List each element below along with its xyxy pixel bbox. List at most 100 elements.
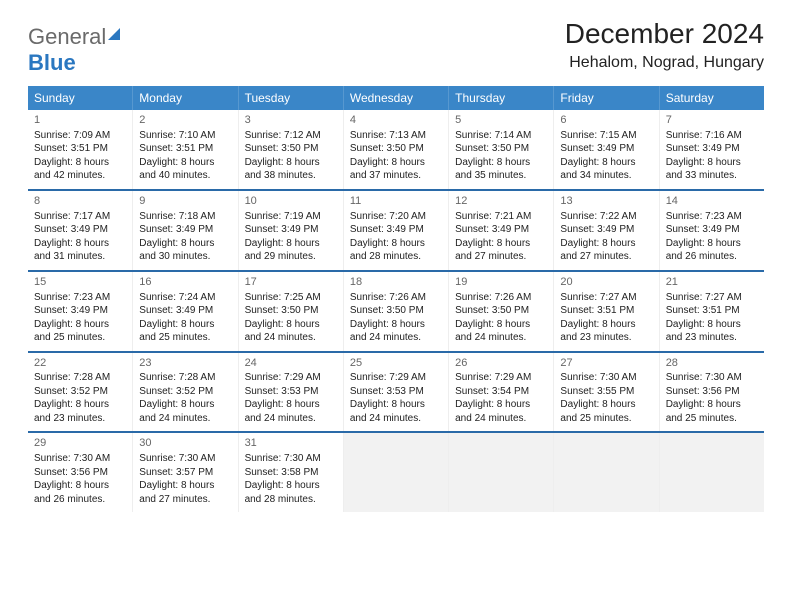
day-number: 26 [455,356,547,371]
sunrise-text: Sunrise: 7:27 AM [666,291,758,305]
daylight-line-2: and 24 minutes. [245,412,337,426]
daylight-line-2: and 28 minutes. [245,493,337,507]
sunset-text: Sunset: 3:50 PM [245,142,337,156]
daylight-line-1: Daylight: 8 hours [666,398,758,412]
sunset-text: Sunset: 3:51 PM [139,142,231,156]
day-cell: 22Sunrise: 7:28 AMSunset: 3:52 PMDayligh… [28,353,133,432]
sunrise-text: Sunrise: 7:24 AM [139,291,231,305]
day-number: 20 [560,275,652,290]
daylight-line-1: Daylight: 8 hours [560,237,652,251]
daylight-line-2: and 23 minutes. [34,412,126,426]
daylight-line-1: Daylight: 8 hours [245,318,337,332]
weeks-container: 1Sunrise: 7:09 AMSunset: 3:51 PMDaylight… [28,110,764,512]
daylight-line-1: Daylight: 8 hours [455,318,547,332]
day-cell: 2Sunrise: 7:10 AMSunset: 3:51 PMDaylight… [133,110,238,189]
sunrise-text: Sunrise: 7:30 AM [666,371,758,385]
sunset-text: Sunset: 3:49 PM [245,223,337,237]
sunrise-text: Sunrise: 7:19 AM [245,210,337,224]
day-cell: 31Sunrise: 7:30 AMSunset: 3:58 PMDayligh… [239,433,344,512]
day-cell: 1Sunrise: 7:09 AMSunset: 3:51 PMDaylight… [28,110,133,189]
daylight-line-2: and 42 minutes. [34,169,126,183]
day-cell: 28Sunrise: 7:30 AMSunset: 3:56 PMDayligh… [660,353,764,432]
day-cell: 30Sunrise: 7:30 AMSunset: 3:57 PMDayligh… [133,433,238,512]
daylight-line-1: Daylight: 8 hours [139,318,231,332]
sunset-text: Sunset: 3:49 PM [34,223,126,237]
brand-word-2: Blue [28,50,76,75]
dayname-cell: Monday [133,86,238,110]
daylight-line-1: Daylight: 8 hours [455,156,547,170]
sunset-text: Sunset: 3:49 PM [560,142,652,156]
daylight-line-1: Daylight: 8 hours [34,318,126,332]
sunrise-text: Sunrise: 7:20 AM [350,210,442,224]
day-cell: 10Sunrise: 7:19 AMSunset: 3:49 PMDayligh… [239,191,344,270]
daylight-line-2: and 24 minutes. [139,412,231,426]
day-cell-empty [554,433,659,512]
daylight-line-1: Daylight: 8 hours [560,318,652,332]
daylight-line-1: Daylight: 8 hours [245,479,337,493]
sunrise-text: Sunrise: 7:17 AM [34,210,126,224]
sunset-text: Sunset: 3:58 PM [245,466,337,480]
sunrise-text: Sunrise: 7:14 AM [455,129,547,143]
day-cell: 4Sunrise: 7:13 AMSunset: 3:50 PMDaylight… [344,110,449,189]
day-cell: 19Sunrise: 7:26 AMSunset: 3:50 PMDayligh… [449,272,554,351]
week-row: 8Sunrise: 7:17 AMSunset: 3:49 PMDaylight… [28,191,764,272]
day-cell: 15Sunrise: 7:23 AMSunset: 3:49 PMDayligh… [28,272,133,351]
sunrise-text: Sunrise: 7:23 AM [666,210,758,224]
daylight-line-2: and 38 minutes. [245,169,337,183]
day-cell: 14Sunrise: 7:23 AMSunset: 3:49 PMDayligh… [660,191,764,270]
day-cell: 7Sunrise: 7:16 AMSunset: 3:49 PMDaylight… [660,110,764,189]
sunset-text: Sunset: 3:50 PM [245,304,337,318]
sunrise-text: Sunrise: 7:30 AM [560,371,652,385]
day-cell: 13Sunrise: 7:22 AMSunset: 3:49 PMDayligh… [554,191,659,270]
daylight-line-2: and 24 minutes. [350,331,442,345]
day-cell: 5Sunrise: 7:14 AMSunset: 3:50 PMDaylight… [449,110,554,189]
day-number: 2 [139,113,231,128]
day-number: 16 [139,275,231,290]
sunset-text: Sunset: 3:51 PM [560,304,652,318]
sunrise-text: Sunrise: 7:13 AM [350,129,442,143]
daylight-line-2: and 37 minutes. [350,169,442,183]
sunrise-text: Sunrise: 7:12 AM [245,129,337,143]
daylight-line-1: Daylight: 8 hours [139,398,231,412]
day-cell-empty [449,433,554,512]
daylight-line-1: Daylight: 8 hours [666,156,758,170]
sunset-text: Sunset: 3:52 PM [139,385,231,399]
sunrise-text: Sunrise: 7:10 AM [139,129,231,143]
day-cell: 27Sunrise: 7:30 AMSunset: 3:55 PMDayligh… [554,353,659,432]
sunset-text: Sunset: 3:49 PM [34,304,126,318]
day-number: 18 [350,275,442,290]
daylight-line-1: Daylight: 8 hours [34,237,126,251]
day-cell: 9Sunrise: 7:18 AMSunset: 3:49 PMDaylight… [133,191,238,270]
daylight-line-2: and 30 minutes. [139,250,231,264]
sunrise-text: Sunrise: 7:26 AM [455,291,547,305]
day-number: 28 [666,356,758,371]
sunrise-text: Sunrise: 7:15 AM [560,129,652,143]
sunset-text: Sunset: 3:52 PM [34,385,126,399]
dayname-row: SundayMondayTuesdayWednesdayThursdayFrid… [28,86,764,110]
daylight-line-1: Daylight: 8 hours [455,237,547,251]
day-cell: 16Sunrise: 7:24 AMSunset: 3:49 PMDayligh… [133,272,238,351]
sunset-text: Sunset: 3:49 PM [139,304,231,318]
daylight-line-2: and 28 minutes. [350,250,442,264]
dayname-cell: Tuesday [239,86,344,110]
day-number: 31 [245,436,337,451]
day-number: 5 [455,113,547,128]
day-number: 9 [139,194,231,209]
daylight-line-2: and 25 minutes. [560,412,652,426]
daylight-line-2: and 26 minutes. [666,250,758,264]
day-cell-empty [660,433,764,512]
sunset-text: Sunset: 3:51 PM [34,142,126,156]
day-number: 15 [34,275,126,290]
day-cell: 25Sunrise: 7:29 AMSunset: 3:53 PMDayligh… [344,353,449,432]
sunset-text: Sunset: 3:54 PM [455,385,547,399]
day-number: 10 [245,194,337,209]
daylight-line-1: Daylight: 8 hours [245,156,337,170]
sunset-text: Sunset: 3:49 PM [350,223,442,237]
day-number: 29 [34,436,126,451]
day-cell: 6Sunrise: 7:15 AMSunset: 3:49 PMDaylight… [554,110,659,189]
daylight-line-2: and 23 minutes. [666,331,758,345]
daylight-line-2: and 27 minutes. [560,250,652,264]
sunset-text: Sunset: 3:49 PM [560,223,652,237]
sunset-text: Sunset: 3:50 PM [455,304,547,318]
day-number: 22 [34,356,126,371]
